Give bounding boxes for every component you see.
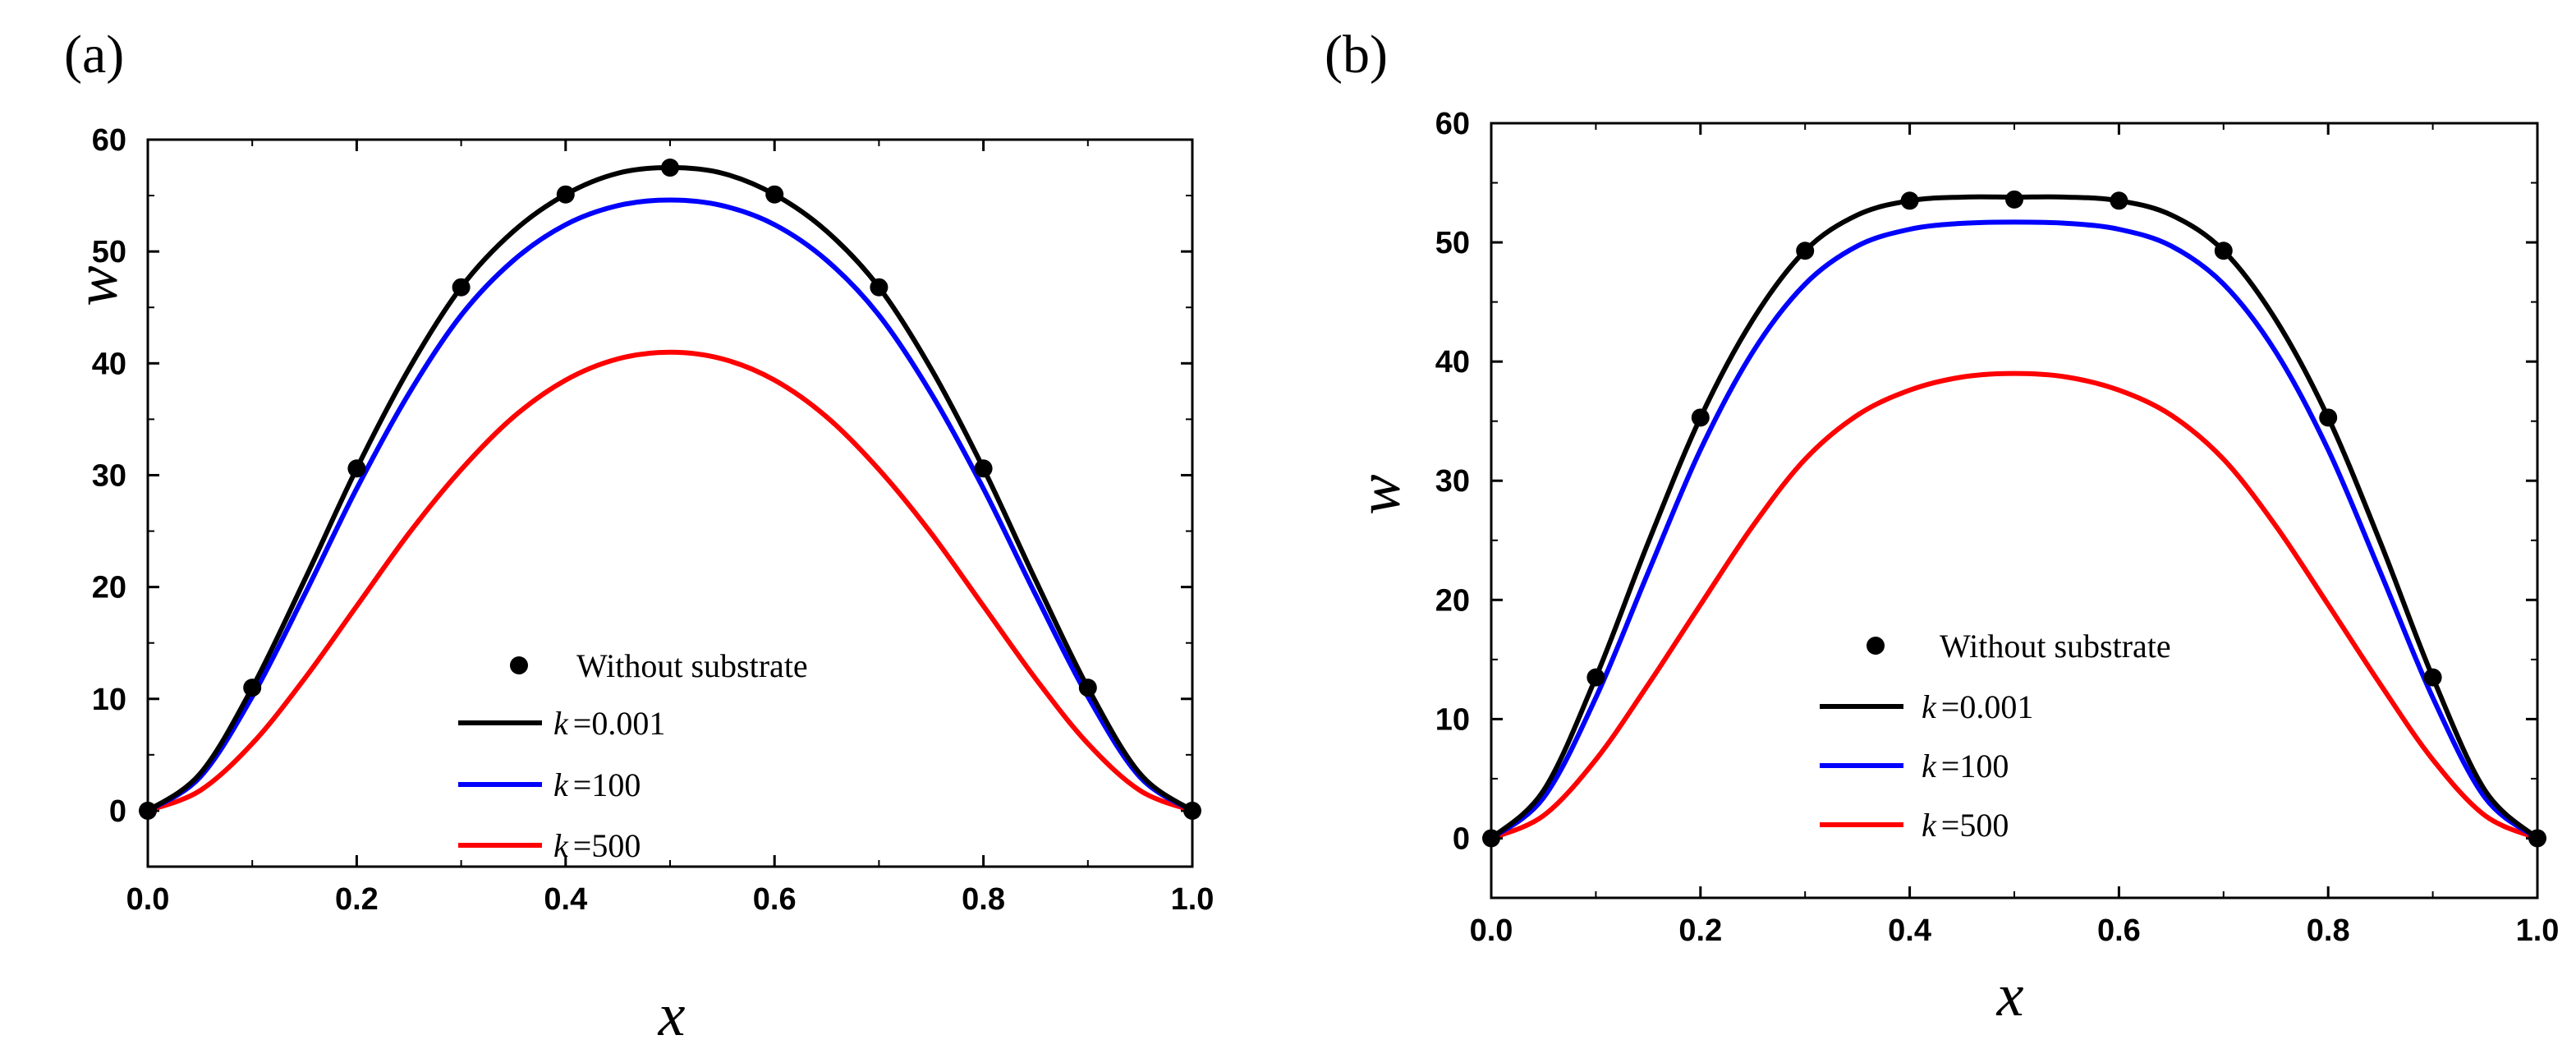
legend-label-k-symbol: k: [553, 766, 569, 803]
tick-labels-a: 0.0 0.2 0.4 0.6 0.8 1.0 0 10 20 30 40 50 60: [92, 123, 1215, 917]
panel-label-b: (b): [1325, 25, 1388, 85]
data-point-without-substrate: [661, 159, 679, 177]
y-tick-label: 60: [1435, 107, 1470, 141]
x-tick-label: 0.4: [1888, 913, 1931, 948]
y-tick-label: 40: [92, 347, 126, 381]
x-tick-label: 0.2: [335, 882, 379, 917]
chart-panel-b: (b) w x 0.0 0.2 0.4 0.6 0.8 1.00102030405060 …: [1325, 25, 2559, 1029]
data-point-without-substrate: [556, 185, 575, 204]
data-point-without-substrate: [974, 459, 993, 478]
data-point-without-substrate: [243, 679, 262, 697]
axis-ticks-b: [1490, 122, 2539, 899]
series-line-k-500: [1490, 370, 2539, 841]
chart-panel-a: (a) w x 0.0 0.2 0.4 0.6 0.8 1.00102030405060 …: [63, 25, 1214, 1049]
series-layer-b: [1482, 190, 2546, 848]
y-axis-label-a: w: [63, 265, 131, 306]
x-tick-label: 0.6: [753, 882, 797, 917]
data-point-without-substrate: [765, 185, 784, 204]
x-tick-label: 1.0: [2516, 913, 2560, 948]
plot-frame-b: [1490, 122, 2539, 899]
x-axis-label-b: x: [1996, 962, 2024, 1029]
series-line-k-0-001: [1489, 194, 2540, 840]
data-point-without-substrate: [1900, 191, 1919, 210]
y-tick-label: 20: [92, 571, 126, 605]
series-line-k-0-001: [146, 165, 1194, 813]
legend-label-without-substrate: Without substrate: [576, 647, 808, 684]
series-line-k-100: [146, 197, 1194, 813]
data-point-without-substrate: [1078, 679, 1097, 697]
y-tick-label: 50: [1435, 226, 1470, 260]
axis-ticks-a: [146, 138, 1194, 867]
legend-label-k-500: k =500: [1922, 807, 2009, 844]
data-point-without-substrate: [1691, 408, 1710, 427]
y-tick-label: 0: [109, 794, 126, 829]
legend-label-k-symbol: k: [1922, 688, 1937, 725]
series-layer-a: [139, 159, 1201, 820]
x-tick-label: 1.0: [1171, 882, 1215, 917]
x-tick-label: 0.4: [544, 882, 587, 917]
y-tick-label: 20: [1435, 583, 1470, 618]
legend-label-k-value: =100: [1941, 748, 2009, 784]
data-point-without-substrate: [347, 459, 366, 478]
legend-label-k-100: k =100: [1922, 748, 2009, 784]
tick-labels-b: 0.0 0.2 0.4 0.6 0.8 1.0 0 10 20 30 40 50 60: [1435, 107, 2560, 948]
legend-label-k-symbol: k: [1922, 807, 1937, 844]
legend-marker-without-substrate: [510, 656, 528, 674]
series-line-k-100: [1490, 219, 2539, 840]
data-point-without-substrate: [1796, 242, 1815, 260]
legend-label-k-value: =100: [573, 766, 641, 803]
legend-label-k-0001: k =0.001: [1922, 688, 2033, 725]
plot-frame-a: [146, 138, 1194, 868]
data-point-without-substrate: [452, 278, 471, 297]
data-point-without-substrate: [2214, 242, 2233, 260]
y-tick-label: 60: [92, 123, 126, 158]
data-point-without-substrate: [2423, 668, 2442, 687]
data-point-without-substrate: [1586, 668, 1605, 687]
panel-label-a: (a): [64, 25, 124, 85]
legend-b: Without substrate k =0.001 k =100 k =500: [1820, 628, 2171, 844]
legend-label-k-value: =0.001: [1941, 688, 2034, 725]
y-tick-label: 50: [92, 235, 126, 269]
data-point-without-substrate: [870, 278, 889, 297]
legend-label-k-value: =500: [573, 827, 641, 864]
x-tick-label: 0.6: [2097, 913, 2141, 948]
data-point-without-substrate: [2319, 408, 2338, 427]
legend-label-k-value: =0.001: [573, 705, 666, 742]
series-line-k-500: [146, 349, 1194, 813]
legend-label-k-500: k =500: [553, 827, 641, 864]
data-point-without-substrate: [2110, 191, 2128, 210]
legend-label-k-value: =500: [1941, 807, 2009, 844]
x-tick-label: 0.0: [126, 882, 170, 917]
legend-marker-without-substrate: [1867, 637, 1885, 655]
x-tick-label: 0.0: [1470, 913, 1513, 948]
legend-label-k-100: k =100: [553, 766, 641, 803]
y-axis-label-b: w: [1346, 474, 1413, 514]
x-tick-label: 0.8: [962, 882, 1005, 917]
x-tick-label: 0.2: [1678, 913, 1722, 948]
legend-label-without-substrate: Without substrate: [1940, 628, 2171, 665]
legend-label-k-symbol: k: [553, 705, 569, 742]
y-tick-label: 40: [1435, 345, 1470, 380]
y-tick-label: 30: [1435, 464, 1470, 499]
x-axis-label-a: x: [658, 982, 686, 1049]
data-point-without-substrate: [2005, 190, 2023, 209]
legend-label-k-symbol: k: [553, 827, 569, 864]
x-tick-label: 0.8: [2307, 913, 2350, 948]
legend-label-k-symbol: k: [1922, 748, 1937, 784]
legend-a: Without substrate k =0.001 k =100 k =500: [458, 647, 808, 864]
y-tick-label: 10: [1435, 702, 1470, 737]
legend-label-k-0001: k =0.001: [553, 705, 665, 742]
y-tick-label: 30: [92, 458, 126, 493]
y-tick-label: 10: [92, 683, 126, 717]
y-tick-label: 0: [1453, 821, 1470, 856]
